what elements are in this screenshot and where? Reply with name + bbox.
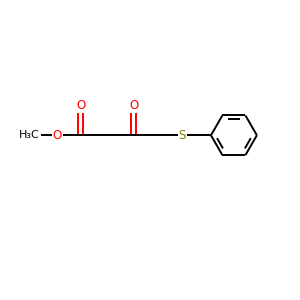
Text: O: O: [76, 99, 86, 112]
Text: H₃C: H₃C: [19, 130, 40, 140]
Text: O: O: [52, 129, 62, 142]
Text: S: S: [179, 129, 186, 142]
Text: O: O: [129, 99, 138, 112]
